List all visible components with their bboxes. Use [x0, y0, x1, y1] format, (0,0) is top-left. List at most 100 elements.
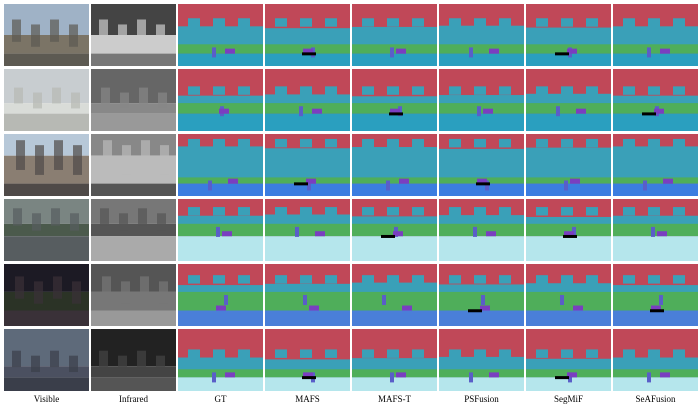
building-class [325, 138, 337, 148]
building-class [561, 18, 573, 27]
building [140, 276, 149, 299]
car-class [660, 48, 670, 54]
road-class [178, 310, 263, 326]
vegetation-class [265, 291, 350, 311]
image-cell [352, 329, 437, 391]
image-cell [4, 134, 89, 196]
image-cell [265, 264, 350, 326]
building [120, 92, 129, 109]
building [34, 281, 43, 304]
building-class [673, 18, 685, 27]
building-class [623, 207, 635, 216]
image-cell [4, 264, 89, 326]
building-class [238, 275, 250, 284]
building-class [362, 138, 374, 148]
person-class [386, 180, 390, 191]
person-class [382, 295, 386, 305]
building [156, 355, 165, 373]
scene [4, 291, 89, 311]
building [12, 19, 21, 42]
person-class [485, 180, 489, 191]
vegetation-class [526, 103, 611, 114]
image-cell [265, 134, 350, 196]
person-class [647, 372, 651, 383]
person-class [481, 295, 485, 305]
sky [91, 134, 176, 156]
road-class [265, 53, 350, 66]
building-class [586, 207, 598, 216]
building [139, 87, 148, 104]
car-class [306, 178, 316, 184]
scene [91, 103, 176, 114]
scene [91, 291, 176, 311]
image-cell [526, 199, 611, 261]
person-class [477, 106, 481, 117]
image-cell [91, 329, 176, 391]
building-class [499, 138, 511, 148]
scene [4, 223, 89, 237]
road-class [526, 53, 611, 66]
building-class [449, 275, 461, 284]
road-class [352, 113, 437, 131]
building-class [648, 86, 660, 95]
vegetation-class [352, 369, 437, 378]
building-class [387, 207, 399, 216]
image-cell [613, 264, 698, 326]
building-class [188, 349, 200, 358]
building-class [412, 207, 424, 216]
road-class [352, 236, 437, 261]
building-class [387, 18, 399, 27]
building-class [188, 138, 200, 148]
person-class [208, 180, 212, 191]
image-cell [4, 199, 89, 261]
car-class [303, 372, 313, 378]
road-class [265, 236, 350, 261]
image-cell [91, 69, 176, 131]
building [31, 355, 40, 373]
ground [91, 53, 176, 66]
person-class [469, 372, 473, 383]
ground [91, 113, 176, 131]
building-class [325, 275, 337, 284]
image-cell [439, 264, 524, 326]
building-class [325, 86, 337, 95]
car-class [564, 231, 574, 237]
building-class [362, 207, 374, 216]
vegetation-class [526, 291, 611, 311]
building [69, 24, 78, 47]
building-class [238, 207, 250, 216]
vegetation-class [178, 223, 263, 237]
road-class [613, 53, 698, 66]
car-class [483, 108, 493, 114]
building [138, 208, 147, 226]
person-class [473, 226, 477, 237]
error-region [555, 376, 569, 380]
building-class [561, 138, 573, 148]
building-class [499, 18, 511, 27]
road-class [178, 183, 263, 196]
building [52, 87, 61, 104]
building-class [387, 86, 399, 95]
image-cell [526, 134, 611, 196]
image-cell [265, 329, 350, 391]
vegetation-class [613, 291, 698, 311]
column-label: SeAFusion [635, 394, 676, 404]
vegetation-class [352, 44, 437, 54]
building [137, 19, 146, 42]
error-region [389, 112, 403, 116]
road-class [439, 310, 524, 326]
image-cell [352, 134, 437, 196]
vegetation-class [265, 103, 350, 114]
car-class [576, 108, 586, 114]
ground [4, 53, 89, 66]
car-class [570, 178, 580, 184]
image-cell [439, 4, 524, 66]
building-class [188, 275, 200, 284]
building [141, 140, 150, 170]
person-class [307, 180, 311, 191]
building-class [536, 275, 548, 284]
image-cell [526, 69, 611, 131]
ground [4, 183, 89, 196]
scene [4, 103, 89, 114]
image-cell [613, 329, 698, 391]
